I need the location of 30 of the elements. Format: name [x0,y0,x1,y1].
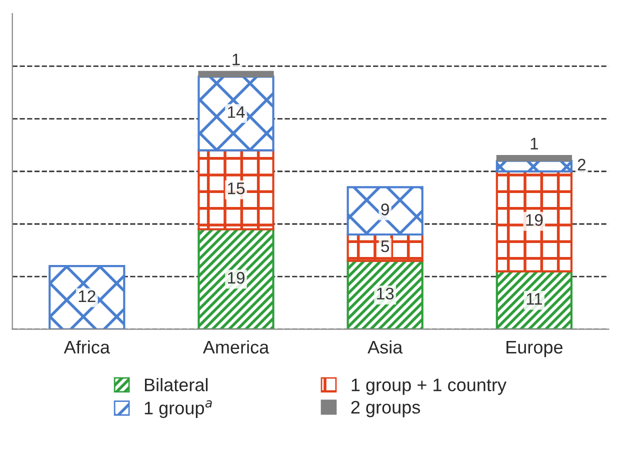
data-label: 13 [377,288,394,300]
legend-label: Bilateral [144,378,208,392]
x-tick-label: America [202,340,270,354]
bar [346,260,424,330]
data-label: 5 [381,240,390,252]
data-label: 1 [232,54,240,66]
data-label: 14 [228,106,245,118]
data-label: 2 [578,158,586,170]
data-label: 19 [526,214,543,226]
bar [198,228,274,330]
bar [48,265,126,330]
bar [198,70,274,78]
legend-label: 2 groups [351,400,420,418]
bar [198,149,274,230]
bar [496,270,572,330]
x-tick-label: Africa [64,340,110,354]
data-label: 1 [530,138,538,150]
legend-label: 1 group + 1 country [352,378,506,395]
bar [346,186,424,236]
data-label: 9 [381,204,389,216]
data-label: 12 [78,290,96,302]
data-label: 11 [526,293,542,305]
bar [496,155,572,162]
x-tick-label: Europe [506,341,562,358]
bar [198,76,274,152]
data-label: 19 [228,272,244,284]
legend-label: 1 group$^{a}$ [144,400,212,418]
data-label: 15 [228,182,245,194]
bar [496,170,572,272]
x-tick-label: Asia [368,340,403,354]
